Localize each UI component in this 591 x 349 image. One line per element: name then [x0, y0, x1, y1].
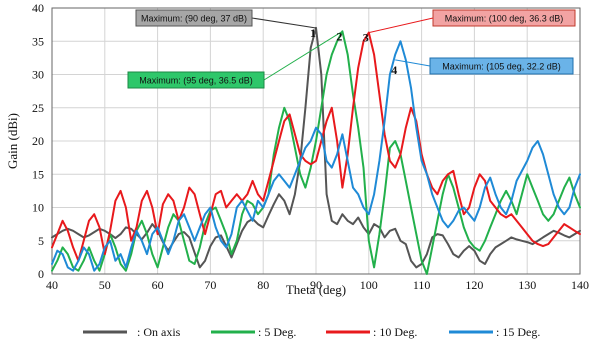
series-line-4: [51, 40, 581, 272]
annotation-box: [429, 57, 574, 75]
annotation-label: Maximum: (95 deg, 36.5 dB): [139, 76, 253, 86]
annotation-leader: [368, 17, 434, 34]
y-tick-label: 15: [32, 167, 44, 181]
annotation-leader: [263, 30, 343, 81]
x-tick-label: 90: [310, 278, 322, 292]
legend-label: : 15 Deg.: [496, 325, 540, 339]
legend-label: : 10 Deg.: [373, 325, 417, 339]
x-tick-label: 120: [465, 278, 483, 292]
y-axis-label: Gain (dBi): [5, 113, 20, 169]
peak-number: 4: [391, 63, 397, 77]
chart-legend: : On axis : 5 Deg. : 10 Deg. : 15 Deg.: [83, 325, 540, 339]
x-tick-label: 100: [360, 278, 378, 292]
y-axis-ticks: 0 5 10 15 20 25 30 35 40: [32, 1, 44, 281]
peak-number: 3: [363, 31, 369, 45]
y-tick-label: 25: [32, 101, 44, 115]
y-tick-label: 40: [32, 1, 44, 15]
x-tick-label: 50: [99, 278, 111, 292]
annotation-label: Maximum: (100 deg, 36.3 dB): [445, 14, 564, 24]
annotation-leader: [251, 17, 317, 29]
annotation-box: [135, 9, 253, 27]
series-line-3: [51, 31, 581, 262]
y-tick-label: 0: [38, 267, 44, 281]
x-axis-ticks: 40 50 60 70 80 90 100 110 120 130 140: [46, 278, 589, 292]
y-tick-label: 30: [32, 68, 44, 82]
peak-number: 1: [310, 26, 316, 40]
x-tick-label: 40: [46, 278, 58, 292]
plot-area-border: [51, 7, 581, 275]
peak-number: 2: [336, 29, 342, 43]
annotation-box: [432, 9, 576, 27]
x-tick-label: 130: [518, 278, 536, 292]
annotation-label: Maximum: (105 deg, 32.2 dB): [442, 62, 561, 72]
annotation-box: [127, 71, 265, 89]
series-line-2: [51, 30, 581, 275]
y-tick-label: 10: [32, 201, 44, 215]
x-tick-label: 70: [204, 278, 216, 292]
annotation-leader: [395, 59, 431, 67]
y-tick-label: 35: [32, 34, 44, 48]
legend-label: : 5 Deg.: [258, 325, 296, 339]
y-tick-label: 20: [32, 134, 44, 148]
y-tick-label: 5: [38, 234, 44, 248]
annotation-label: Maximum: (90 deg, 37 dB): [141, 14, 247, 24]
legend-label: : On axis: [137, 325, 181, 339]
x-tick-label: 60: [152, 278, 164, 292]
x-tick-label: 80: [257, 278, 269, 292]
x-tick-label: 110: [413, 278, 431, 292]
peak-annotations: Maximum: (90 deg, 37 dB) 1 Maximum: (95 de…: [127, 9, 576, 89]
x-tick-label: 140: [571, 278, 589, 292]
x-axis-label: Theta (deg): [286, 282, 346, 297]
